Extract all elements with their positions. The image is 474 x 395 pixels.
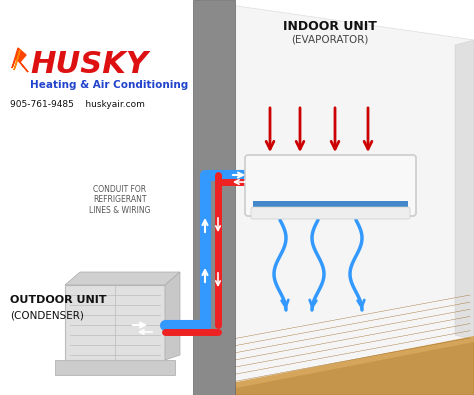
Text: OUTDOOR UNIT: OUTDOOR UNIT	[10, 295, 107, 305]
Polygon shape	[14, 50, 20, 70]
Text: INDOOR UNIT: INDOOR UNIT	[283, 20, 377, 33]
Text: HUSKY: HUSKY	[30, 50, 148, 79]
Text: CONDUIT FOR
REFRIGERANT
LINES & WIRING: CONDUIT FOR REFRIGERANT LINES & WIRING	[89, 185, 151, 215]
Polygon shape	[195, 336, 474, 395]
Polygon shape	[65, 272, 180, 285]
FancyBboxPatch shape	[253, 201, 408, 207]
Polygon shape	[55, 360, 175, 375]
Text: Heating & Air Conditioning: Heating & Air Conditioning	[30, 80, 188, 90]
Polygon shape	[195, 340, 474, 395]
Polygon shape	[12, 48, 28, 72]
Text: (EVAPORATOR): (EVAPORATOR)	[292, 35, 369, 45]
Polygon shape	[193, 0, 235, 395]
Text: 905-761-9485    huskyair.com: 905-761-9485 huskyair.com	[10, 100, 145, 109]
Polygon shape	[165, 272, 180, 360]
Polygon shape	[455, 40, 474, 340]
FancyBboxPatch shape	[251, 207, 410, 219]
Text: (CONDENSER): (CONDENSER)	[10, 310, 84, 320]
Polygon shape	[195, 0, 474, 395]
FancyBboxPatch shape	[245, 155, 416, 216]
Polygon shape	[65, 285, 165, 360]
